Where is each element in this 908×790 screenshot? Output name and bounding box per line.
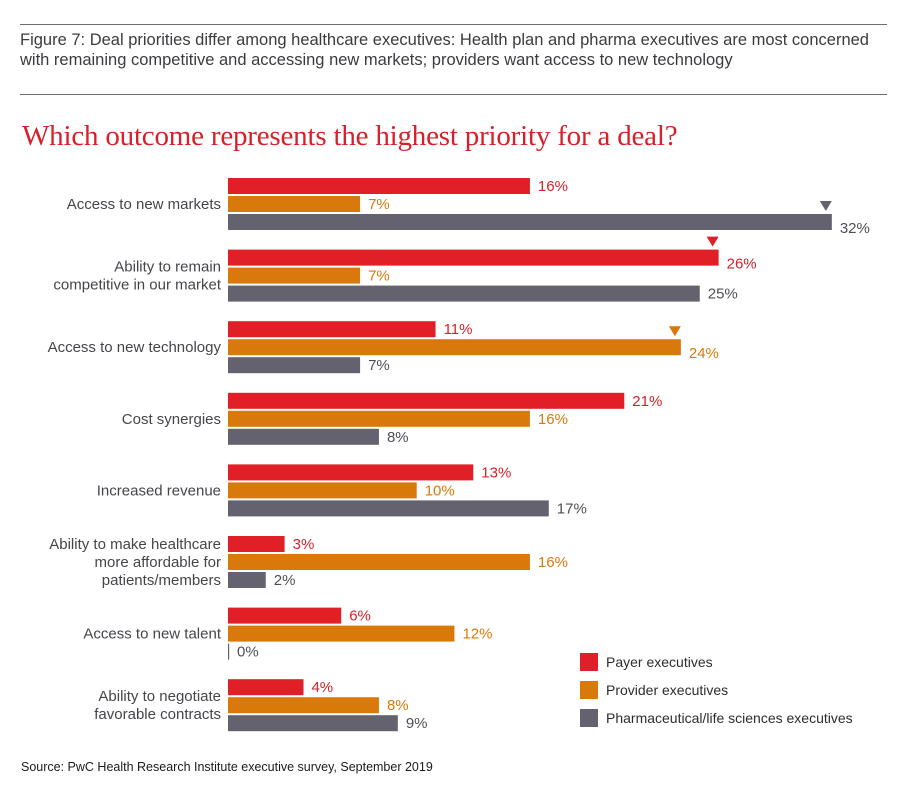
bar-pharma — [228, 214, 832, 230]
bar-payer — [228, 392, 625, 409]
bar-pharma — [228, 357, 361, 374]
value-label-pharma: 8% — [387, 429, 409, 446]
value-label-provider: 12% — [462, 626, 492, 643]
value-label-provider: 16% — [538, 411, 568, 428]
chart-title: Which outcome represents the highest pri… — [22, 120, 678, 152]
legend-item-pharma: Pharmaceutical/life sciences executives — [580, 704, 853, 732]
value-label-provider: 10% — [425, 482, 455, 499]
top-rule — [20, 24, 887, 25]
bar-provider — [228, 196, 361, 212]
category-label: Access to new talent — [83, 626, 221, 643]
value-label-provider: 8% — [387, 697, 409, 714]
value-label-pharma: 9% — [406, 715, 428, 732]
category-label: Ability to make healthcare — [49, 536, 221, 553]
value-label-provider: 7% — [368, 268, 390, 285]
value-label-pharma: 0% — [237, 644, 259, 661]
value-label-payer: 6% — [349, 608, 371, 625]
value-label-pharma: 25% — [708, 286, 738, 303]
value-label-provider: 7% — [368, 196, 390, 213]
value-label-pharma: 32% — [840, 220, 870, 237]
bar-pharma — [228, 285, 700, 302]
bar-provider — [228, 339, 681, 356]
legend-label: Provider executives — [606, 682, 729, 698]
legend-swatch — [580, 653, 598, 671]
category-label: Access to new technology — [48, 339, 222, 356]
value-label-payer: 13% — [481, 464, 511, 481]
bar-provider — [228, 554, 530, 570]
legend: Payer executives Provider executives Pharm… — [580, 648, 853, 732]
figure-caption: Figure 7: Deal priorities differ among h… — [20, 31, 869, 69]
value-label-payer: 21% — [632, 393, 662, 410]
bar-pharma — [228, 500, 549, 517]
category-label: Ability to negotiate — [98, 688, 221, 705]
category-label: competitive in our market — [53, 277, 221, 294]
category-label: Cost synergies — [122, 411, 221, 428]
value-label-pharma: 2% — [274, 572, 296, 589]
category-label: Ability to remain — [114, 259, 221, 276]
bar-provider — [228, 697, 379, 714]
legend-label: Payer executives — [606, 654, 713, 670]
legend-item-payer: Payer executives — [580, 648, 853, 676]
value-label-provider: 24% — [689, 345, 719, 362]
bar-pharma — [228, 428, 379, 445]
legend-item-provider: Provider executives — [580, 676, 853, 704]
legend-swatch — [580, 681, 598, 699]
bar-provider — [228, 482, 417, 499]
bar-pharma — [228, 643, 230, 660]
caption-bottom-rule — [20, 94, 887, 95]
source-note: Source: PwC Health Research Institute ex… — [21, 760, 433, 774]
value-label-payer: 26% — [727, 256, 757, 273]
bar-payer — [228, 249, 719, 266]
bar-payer — [228, 679, 304, 696]
highlight-marker-icon — [668, 326, 681, 337]
bar-payer — [228, 536, 285, 552]
value-label-payer: 11% — [444, 321, 473, 338]
legend-swatch — [580, 709, 598, 727]
bar-provider — [228, 267, 361, 284]
bar-pharma — [228, 715, 398, 732]
value-label-pharma: 7% — [368, 357, 390, 374]
value-label-payer: 3% — [293, 536, 315, 553]
category-label: favorable contracts — [94, 706, 221, 723]
highlight-marker-icon — [819, 201, 832, 211]
legend-label: Pharmaceutical/life sciences executives — [606, 710, 853, 726]
value-label-payer: 16% — [538, 178, 568, 195]
value-label-pharma: 17% — [557, 500, 587, 517]
highlight-marker-icon — [706, 236, 719, 247]
bar-payer — [228, 464, 474, 481]
bar-payer — [228, 607, 342, 624]
category-label: Access to new markets — [67, 196, 221, 213]
value-label-provider: 16% — [538, 554, 568, 571]
bar-payer — [228, 321, 436, 338]
bar-provider — [228, 410, 530, 427]
category-label: Increased revenue — [97, 482, 221, 499]
category-label: more affordable for — [95, 554, 221, 571]
value-label-payer: 4% — [311, 679, 333, 696]
bar-provider — [228, 625, 455, 642]
category-label: patients/members — [102, 572, 221, 589]
bar-pharma — [228, 572, 266, 588]
bar-payer — [228, 178, 530, 194]
